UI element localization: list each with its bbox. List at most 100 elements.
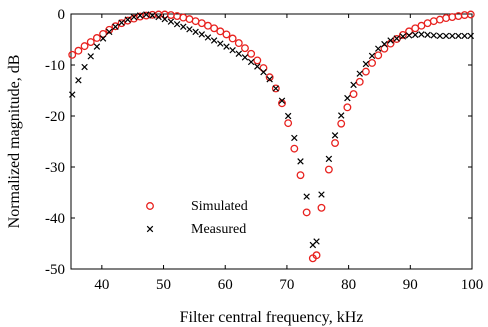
data-point-measured bbox=[173, 20, 181, 28]
data-point-measured bbox=[81, 63, 88, 71]
x-tick-label: 90 bbox=[403, 277, 418, 293]
data-point-measured bbox=[198, 31, 206, 38]
data-point-simulated bbox=[265, 73, 274, 82]
y-tick-label: -20 bbox=[45, 109, 65, 125]
data-point-measured bbox=[442, 32, 450, 40]
x-tick-label: 80 bbox=[341, 277, 356, 293]
data-point-simulated bbox=[68, 50, 77, 59]
data-point-measured bbox=[331, 132, 339, 139]
legend: Simulated Measured bbox=[146, 199, 248, 237]
data-point-measured bbox=[368, 52, 376, 60]
data-point-measured bbox=[436, 32, 444, 40]
data-point-simulated bbox=[105, 25, 114, 34]
data-point-simulated bbox=[349, 90, 358, 99]
data-point-simulated bbox=[361, 67, 370, 76]
data-point-measured bbox=[418, 31, 425, 38]
data-point-simulated bbox=[317, 203, 326, 212]
data-point-measured bbox=[136, 12, 144, 19]
data-point-measured bbox=[284, 112, 292, 120]
data-point-simulated bbox=[442, 14, 451, 23]
data-point-simulated bbox=[296, 171, 305, 180]
data-point-measured bbox=[318, 191, 325, 198]
data-point-measured bbox=[412, 31, 419, 39]
data-point-simulated bbox=[228, 34, 237, 43]
data-point-measured bbox=[180, 23, 187, 30]
data-point-measured bbox=[217, 40, 224, 47]
data-point-simulated bbox=[374, 51, 383, 60]
series-simulated bbox=[68, 10, 475, 263]
data-point-measured bbox=[112, 23, 119, 30]
x-tick-label: 60 bbox=[218, 277, 233, 293]
data-point-measured bbox=[344, 94, 351, 102]
data-point-measured bbox=[149, 12, 156, 19]
data-point-simulated bbox=[111, 22, 120, 31]
data-point-measured bbox=[161, 15, 168, 23]
data-point-measured bbox=[266, 76, 273, 83]
y-axis-title: Normalized magnitude, dB bbox=[6, 55, 23, 229]
data-point-measured bbox=[235, 50, 243, 58]
y-tick-label: -50 bbox=[45, 262, 65, 278]
data-point-simulated bbox=[210, 24, 219, 33]
data-point-measured bbox=[192, 28, 199, 36]
data-point-measured bbox=[393, 35, 400, 42]
data-point-measured bbox=[143, 11, 150, 18]
data-point-simulated bbox=[290, 144, 299, 153]
data-point-measured bbox=[313, 238, 320, 245]
data-point-measured bbox=[337, 112, 345, 119]
data-point-simulated bbox=[271, 84, 280, 93]
data-point-measured bbox=[87, 53, 94, 60]
data-point-simulated bbox=[247, 49, 256, 58]
data-point-measured bbox=[350, 81, 357, 89]
data-point-measured bbox=[167, 18, 175, 25]
data-point-simulated bbox=[234, 39, 243, 48]
data-point-measured bbox=[106, 28, 113, 36]
data-point-measured bbox=[155, 13, 162, 21]
y-tick-label: -10 bbox=[45, 58, 65, 74]
data-point-simulated bbox=[86, 38, 95, 46]
data-point-measured bbox=[118, 19, 125, 26]
y-tick-label: -40 bbox=[45, 211, 65, 227]
y-tick-label: 0 bbox=[58, 7, 66, 23]
data-point-measured bbox=[399, 33, 407, 40]
x-tick-label: 70 bbox=[279, 277, 294, 293]
x-tick-label: 40 bbox=[94, 277, 109, 293]
plot-frame bbox=[70, 13, 473, 270]
data-point-measured bbox=[130, 13, 138, 21]
data-point-simulated bbox=[146, 202, 154, 210]
data-point-simulated bbox=[466, 10, 475, 19]
data-point-measured bbox=[387, 37, 394, 44]
series-measured bbox=[69, 11, 474, 249]
x-axis-title: Filter central frequency, kHz bbox=[180, 309, 364, 326]
data-point-measured bbox=[254, 63, 261, 70]
data-point-simulated bbox=[80, 42, 89, 51]
data-point-measured bbox=[461, 32, 468, 40]
data-point-measured bbox=[69, 91, 76, 98]
data-point-measured bbox=[455, 32, 462, 40]
x-tick-label: 100 bbox=[461, 277, 484, 293]
data-point-simulated bbox=[284, 119, 293, 128]
data-point-measured bbox=[381, 40, 388, 48]
data-point-measured bbox=[291, 134, 298, 142]
data-point-simulated bbox=[324, 165, 333, 174]
data-point-measured bbox=[146, 225, 154, 233]
y-tick-label: -30 bbox=[45, 160, 65, 176]
data-point-measured bbox=[449, 32, 456, 40]
data-point-measured bbox=[278, 97, 286, 104]
data-point-simulated bbox=[337, 119, 346, 128]
data-point-measured bbox=[229, 46, 236, 54]
data-point-measured bbox=[204, 34, 212, 41]
data-point-measured bbox=[430, 32, 437, 39]
data-point-measured bbox=[93, 43, 101, 50]
y-axis: 0 -10 -20 -30 -40 -50 bbox=[45, 7, 472, 278]
x-axis: 40 50 60 70 80 90 100 bbox=[94, 14, 483, 293]
data-point-measured bbox=[247, 58, 255, 66]
data-point-measured bbox=[297, 158, 304, 165]
data-point-measured bbox=[405, 32, 413, 39]
data-point-measured bbox=[272, 85, 280, 92]
data-point-measured bbox=[356, 70, 363, 77]
data-point-simulated bbox=[398, 30, 407, 39]
data-point-simulated bbox=[241, 44, 249, 53]
x-tick-label: 50 bbox=[156, 277, 171, 293]
data-point-measured bbox=[362, 60, 370, 68]
